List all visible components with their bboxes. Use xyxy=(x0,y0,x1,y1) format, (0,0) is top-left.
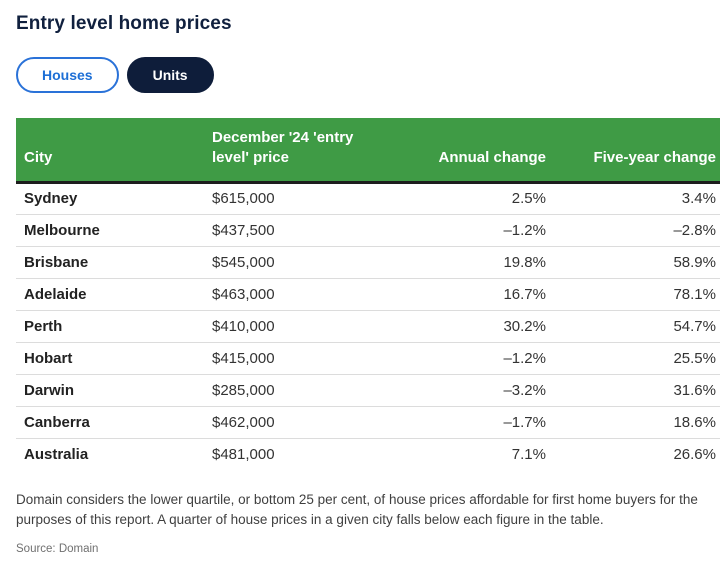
table-row: Brisbane $545,000 19.8% 58.9% xyxy=(16,245,720,278)
table-row: Melbourne $437,500 –1.2% –2.8% xyxy=(16,213,720,246)
cell-price: $615,000 xyxy=(212,190,275,207)
cell-five-year-change: 25.5% xyxy=(548,341,720,374)
cell-price: $437,500 xyxy=(204,213,388,246)
cell-city: Hobart xyxy=(16,341,204,374)
cell-price: $462,000 xyxy=(204,405,388,438)
cell-city: Perth xyxy=(16,309,204,342)
cell-annual-change: 2.5% xyxy=(511,190,546,207)
cell-city: Canberra xyxy=(16,405,204,438)
cell-annual-change: 19.8% xyxy=(388,245,548,278)
tab-units[interactable]: Units xyxy=(126,57,214,93)
table-row: Sydney $615,000 2.5% 3.4% xyxy=(16,182,720,214)
cell-city: Melbourne xyxy=(16,213,204,246)
column-header-five-year-change: Five-year change xyxy=(548,118,720,184)
cell-city: Australia xyxy=(16,437,204,470)
cell-annual-change: –1.2% xyxy=(388,341,548,374)
table-row: Adelaide $463,000 16.7% 78.1% xyxy=(16,277,720,310)
column-header-annual-change: Annual change xyxy=(388,118,548,184)
cell-five-year-change: 26.6% xyxy=(548,437,720,470)
table-row: Hobart $415,000 –1.2% 25.5% xyxy=(16,341,720,374)
cell-price: $545,000 xyxy=(204,245,388,278)
cell-annual-change: –1.2% xyxy=(388,213,548,246)
cell-annual-change: –3.2% xyxy=(388,373,548,406)
cell-five-year-change: 54.7% xyxy=(548,309,720,342)
cell-annual-change: 16.7% xyxy=(388,277,548,310)
table-row: Canberra $462,000 –1.7% 18.6% xyxy=(16,405,720,438)
table-row: Perth $410,000 30.2% 54.7% xyxy=(16,309,720,342)
cell-five-year-change: 31.6% xyxy=(548,373,720,406)
cell-annual-change: 7.1% xyxy=(388,437,548,470)
cell-annual-change: 30.2% xyxy=(388,309,548,342)
column-header-price: December '24 'entry level' price xyxy=(204,118,388,184)
source-attribution: Source: Domain xyxy=(16,542,99,555)
cell-five-year-change: –2.8% xyxy=(548,213,720,246)
page-title: Entry level home prices xyxy=(16,13,232,34)
cell-city: Darwin xyxy=(16,373,204,406)
table-row: Darwin $285,000 –3.2% 31.6% xyxy=(16,373,720,406)
cell-price: $481,000 xyxy=(204,437,388,470)
cell-city: Adelaide xyxy=(16,277,204,310)
cell-price: $410,000 xyxy=(204,309,388,342)
table-header: City December '24 'entry level' price An… xyxy=(16,118,720,184)
footnote: Domain considers the lower quartile, or … xyxy=(16,492,698,528)
data-table: City December '24 'entry level' price An… xyxy=(16,118,720,470)
cell-five-year-change: 58.9% xyxy=(548,245,720,278)
cell-five-year-change: 18.6% xyxy=(548,405,720,438)
cell-five-year-change: 78.1% xyxy=(548,277,720,310)
table-row: Australia $481,000 7.1% 26.6% xyxy=(16,437,720,470)
cell-city: Sydney xyxy=(24,190,78,207)
cell-price: $463,000 xyxy=(204,277,388,310)
cell-city: Brisbane xyxy=(16,245,204,278)
tab-houses[interactable]: Houses xyxy=(16,57,119,93)
cell-price: $285,000 xyxy=(204,373,388,406)
cell-five-year-change: 3.4% xyxy=(681,190,716,207)
chart-container: Entry level home prices Houses Units Cit… xyxy=(0,12,726,555)
cell-annual-change: –1.7% xyxy=(388,405,548,438)
cell-price: $415,000 xyxy=(204,341,388,374)
column-header-city: City xyxy=(16,118,204,184)
tab-group: Houses Units xyxy=(16,57,720,93)
